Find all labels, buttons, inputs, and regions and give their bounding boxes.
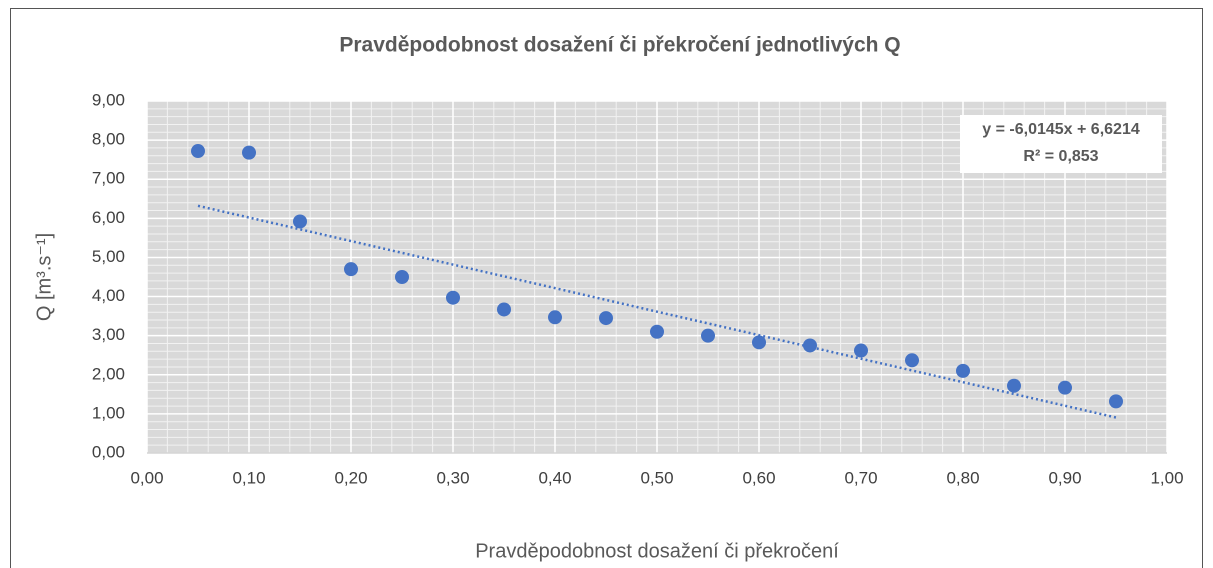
data-point: [752, 335, 766, 350]
data-point: [548, 310, 562, 325]
trendline-r-squared: R² = 0,853: [1023, 148, 1098, 165]
x-tick-label: 0,60: [742, 468, 775, 487]
y-tick-label: 2,00: [92, 364, 125, 383]
data-point: [1007, 378, 1021, 393]
data-point: [854, 343, 868, 358]
y-tick-label: 1,00: [92, 403, 125, 422]
trendline-label-box: [960, 115, 1162, 173]
y-tick-label: 8,00: [92, 130, 125, 149]
data-point: [803, 338, 817, 353]
x-tick-label: 0,90: [1048, 468, 1081, 487]
y-tick-label: 4,00: [92, 286, 125, 305]
trendline: [197, 204, 1117, 419]
data-point: [395, 270, 409, 284]
data-point: [599, 311, 613, 326]
data-point: [446, 290, 460, 305]
y-tick-label: 7,00: [92, 169, 125, 188]
data-point: [905, 353, 919, 368]
x-tick-label: 0,40: [538, 468, 571, 487]
data-point: [1058, 380, 1072, 395]
data-point: [701, 328, 715, 343]
x-tick-label: 0,50: [640, 468, 673, 487]
y-tick-label: 0,00: [92, 442, 125, 461]
x-tick-label: 0,80: [946, 468, 979, 487]
trendline-equation: y = -6,0145x + 6,6214: [982, 121, 1140, 138]
y-tick-label: 5,00: [92, 247, 125, 266]
data-point: [344, 262, 358, 277]
data-point: [956, 363, 970, 378]
chart-title: Pravděpodobnost dosažení či překročení j…: [339, 34, 900, 57]
data-point: [242, 145, 256, 160]
x-tick-label: 1,00: [1150, 468, 1183, 487]
y-tick-label: 3,00: [92, 325, 125, 344]
data-point: [293, 214, 307, 229]
y-tick-label: 6,00: [92, 208, 125, 227]
x-tick-label: 0,10: [232, 468, 265, 487]
data-point: [191, 144, 205, 159]
data-point: [1109, 394, 1123, 409]
y-axis-label: Q [m³.s⁻¹]: [33, 233, 55, 321]
x-tick-label: 0,30: [436, 468, 469, 487]
x-axis-label: Pravděpodobnost dosažení či překročení: [475, 540, 839, 562]
x-tick-label: 0,00: [130, 468, 163, 487]
data-point: [650, 324, 664, 339]
y-tick-label: 9,00: [92, 90, 125, 109]
x-tick-label: 0,70: [844, 468, 877, 487]
x-tick-label: 0,20: [334, 468, 367, 487]
data-point: [497, 302, 511, 317]
